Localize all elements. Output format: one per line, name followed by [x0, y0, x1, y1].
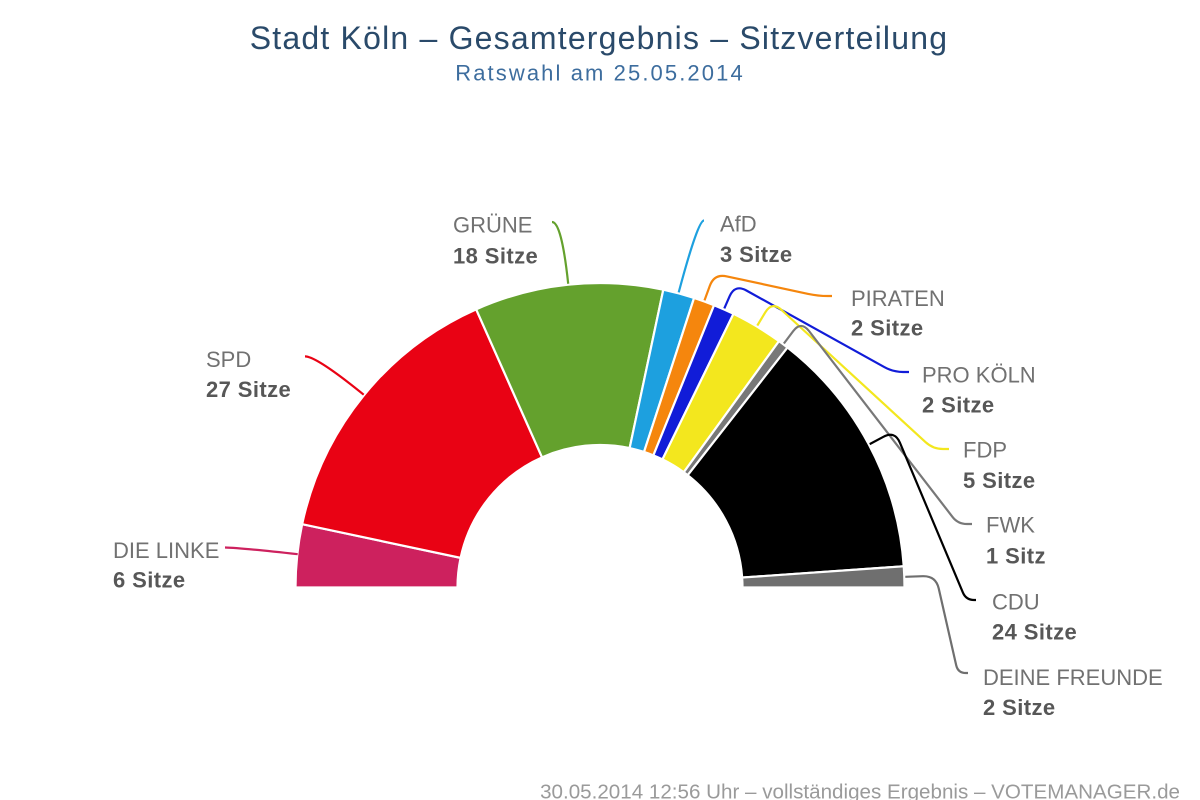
- svg-text:3 Sitze: 3 Sitze: [720, 242, 793, 267]
- svg-text:PIRATEN: PIRATEN: [851, 286, 945, 311]
- svg-text:CDU: CDU: [992, 590, 1040, 615]
- svg-text:DEINE FREUNDE: DEINE FREUNDE: [983, 665, 1163, 690]
- svg-text:2 Sitze: 2 Sitze: [983, 695, 1056, 720]
- svg-text:18 Sitze: 18 Sitze: [453, 244, 538, 269]
- svg-text:1 Sitz: 1 Sitz: [986, 544, 1046, 569]
- svg-text:AfD: AfD: [720, 212, 757, 237]
- svg-text:FWK: FWK: [986, 513, 1035, 538]
- svg-text:6 Sitze: 6 Sitze: [113, 568, 186, 593]
- svg-text:27 Sitze: 27 Sitze: [206, 377, 291, 402]
- svg-text:GRÜNE: GRÜNE: [453, 213, 532, 238]
- svg-text:2 Sitze: 2 Sitze: [851, 316, 924, 341]
- svg-text:2 Sitze: 2 Sitze: [922, 393, 995, 418]
- svg-text:Ratswahl am 25.05.2014: Ratswahl am 25.05.2014: [455, 60, 745, 85]
- svg-text:PRO KÖLN: PRO KÖLN: [922, 363, 1036, 388]
- svg-text:DIE LINKE: DIE LINKE: [113, 538, 219, 563]
- svg-text:FDP: FDP: [963, 438, 1007, 463]
- svg-text:24 Sitze: 24 Sitze: [992, 620, 1077, 645]
- svg-text:30.05.2014 12:56 Uhr – vollstä: 30.05.2014 12:56 Uhr – vollständiges Erg…: [540, 781, 1180, 800]
- svg-text:SPD: SPD: [206, 347, 251, 372]
- svg-text:5 Sitze: 5 Sitze: [963, 468, 1036, 493]
- svg-text:Stadt Köln – Gesamtergebnis –: Stadt Köln – Gesamtergebnis – Sitzvertei…: [250, 20, 949, 56]
